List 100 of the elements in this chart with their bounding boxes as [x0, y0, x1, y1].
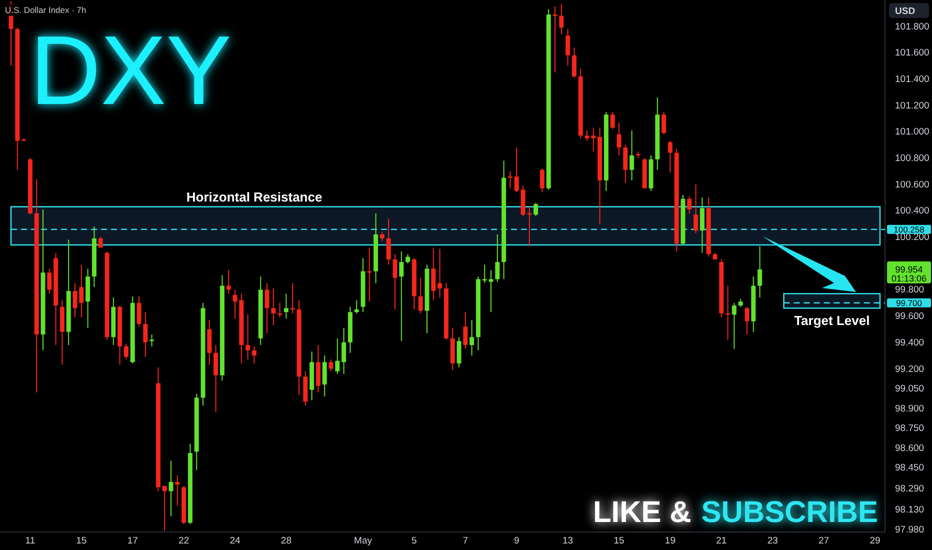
candlestick [264, 282, 270, 334]
x-tick-label: 24 [230, 536, 240, 547]
band-label: Horizontal Resistance [186, 190, 322, 205]
x-tick-label: 29 [870, 536, 880, 547]
candlestick [399, 251, 404, 342]
x-tick-label: May [354, 536, 372, 547]
candlestick [668, 140, 672, 174]
candlestick [290, 282, 295, 314]
x-tick-label: 23 [767, 536, 778, 547]
text: U.S. Dollar Index · 7h [5, 5, 87, 15]
x-tick-label: 21 [716, 536, 727, 547]
x-tick-label: 27 [818, 536, 830, 547]
y-tick-label: 98.600 [895, 442, 924, 454]
y-tick-label: 97.980 [895, 524, 924, 536]
candlestick [438, 248, 442, 298]
x-tick-label: 5 [412, 536, 417, 547]
x-tick-label: 9 [514, 536, 520, 547]
x-tick-label: 13 [562, 536, 574, 547]
candlestick [687, 196, 692, 214]
candlestick [79, 264, 84, 318]
y-tick-label: 101.000 [895, 126, 930, 138]
candlestick [508, 170, 512, 189]
band-label: Target Level [794, 313, 870, 328]
y-axis-title: USD [895, 6, 916, 17]
y-tick-label: 101.200 [895, 100, 930, 112]
x-tick-label: 15 [76, 536, 87, 547]
candlestick [456, 336, 462, 368]
candlestick [623, 144, 628, 184]
candlestick [732, 302, 736, 350]
candlestick [354, 300, 359, 314]
x-tick-label: 22 [178, 536, 190, 547]
candlestick [758, 246, 762, 298]
x-tick-label: 28 [280, 536, 292, 547]
candlestick [488, 269, 494, 313]
candlestick [591, 127, 596, 152]
candlestick [610, 111, 615, 130]
candlestick [322, 355, 327, 397]
y-tick-label: 99.050 [895, 384, 924, 395]
y-tick-label: 99.400 [895, 337, 924, 348]
x-tick-label: 17 [127, 536, 138, 547]
y-tick-label: 100.400 [895, 206, 930, 217]
candlestick [335, 338, 340, 374]
y-tick-label: 99.600 [895, 311, 924, 322]
y-tick-label: 99.200 [895, 364, 924, 375]
x-tick-label: 15 [614, 536, 624, 547]
candlestick [584, 130, 590, 142]
x-tick-label: 19 [664, 536, 676, 547]
candlestick [744, 306, 750, 335]
y-tick-label: 99.800 [895, 284, 924, 296]
candlestick [214, 344, 218, 413]
y-tick-label: 98.130 [895, 504, 924, 516]
annotation: LIKE & [592, 496, 692, 529]
candlestick [559, 3, 564, 35]
y-tick-label: 98.900 [895, 403, 924, 414]
candlestick [271, 288, 276, 326]
candlestick [380, 231, 384, 242]
candlestick [386, 218, 391, 266]
candlestick [316, 344, 320, 393]
candlestick [392, 254, 398, 310]
text: 99.954 [895, 264, 923, 274]
y-tick-label: 101.800 [895, 21, 930, 32]
candlestick [124, 343, 128, 360]
ref-line-label: 99.700 [896, 298, 922, 308]
y-tick-label: 101.600 [895, 48, 930, 59]
candlestick [630, 130, 634, 181]
chart-title: DXY [30, 15, 232, 125]
candlestick [162, 485, 167, 532]
x-tick-label: 11 [25, 536, 36, 547]
candlestick [150, 334, 154, 347]
y-tick-label: 98.290 [895, 484, 924, 495]
annotation: SUBSCRIBE [701, 496, 878, 529]
y-tick-label: 100.600 [895, 179, 930, 190]
candlestick [540, 168, 544, 193]
candlestick [175, 474, 180, 506]
candlestick [572, 46, 576, 78]
candlestick [482, 264, 487, 284]
candlestick [463, 312, 468, 350]
y-tick-label: 98.750 [895, 423, 924, 434]
text: 01:13:06 [891, 273, 927, 284]
ref-line-label: 100.258 [894, 224, 925, 234]
candlestick [514, 146, 519, 193]
candlestick [662, 111, 666, 135]
y-tick-label: 100.800 [895, 153, 930, 164]
candlestick [495, 234, 500, 282]
candlestick [552, 6, 558, 73]
candlestick [246, 314, 250, 360]
candlestick [700, 197, 704, 254]
candlestick [566, 28, 570, 66]
candlestick [143, 312, 148, 358]
candlestick [406, 254, 410, 264]
candlestick [470, 319, 474, 356]
x-tick-label: 7 [462, 536, 468, 547]
candlestick [431, 247, 436, 301]
y-tick-label: 98.450 [895, 462, 924, 474]
candlestick [47, 268, 52, 294]
candlestick [534, 202, 538, 216]
candlestick [207, 319, 212, 366]
y-tick-label: 101.400 [895, 74, 930, 86]
candlestick [284, 293, 288, 320]
y-tick-label: 100.200 [895, 232, 930, 244]
